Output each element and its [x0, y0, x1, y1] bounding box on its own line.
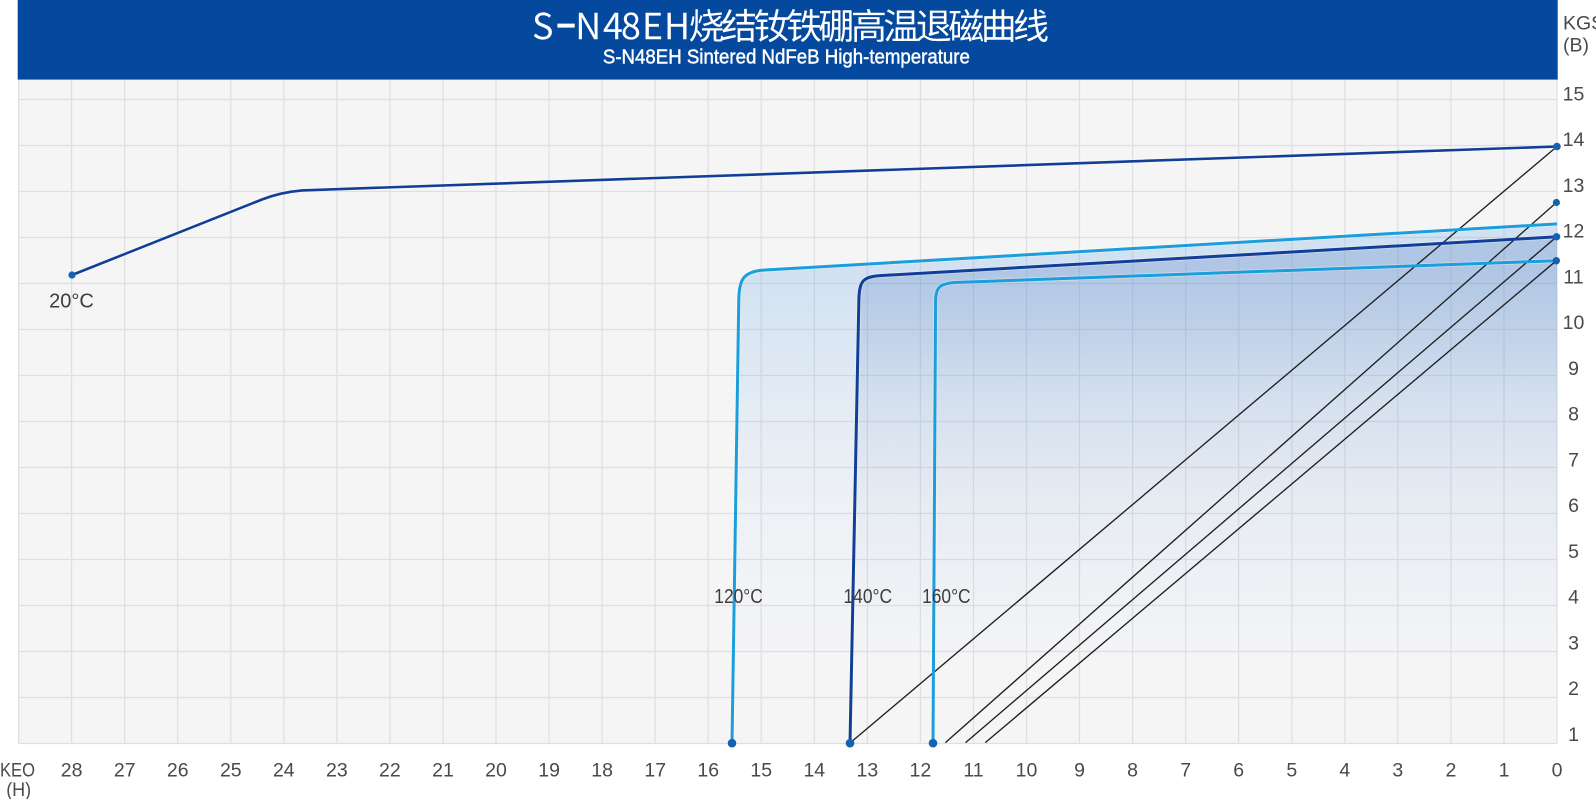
svg-text:(B): (B) [1563, 35, 1589, 57]
svg-text:22: 22 [379, 759, 401, 781]
svg-text:(H): (H) [6, 779, 31, 799]
svg-text:0: 0 [1552, 759, 1563, 781]
svg-text:10: 10 [1016, 759, 1038, 781]
svg-text:120°C: 120°C [714, 586, 763, 608]
svg-text:20°C: 20°C [49, 291, 94, 313]
svg-text:14: 14 [1563, 129, 1585, 151]
svg-text:11: 11 [1563, 266, 1583, 288]
svg-text:25: 25 [220, 759, 242, 781]
svg-text:11: 11 [963, 759, 983, 781]
svg-text:26: 26 [167, 759, 189, 781]
svg-text:18: 18 [591, 759, 613, 781]
svg-text:21: 21 [432, 759, 454, 781]
svg-text:1: 1 [1568, 724, 1579, 746]
svg-text:5: 5 [1286, 759, 1297, 781]
svg-text:28: 28 [61, 759, 83, 781]
svg-text:12: 12 [1563, 221, 1585, 243]
svg-text:19: 19 [538, 759, 560, 781]
svg-text:27: 27 [114, 759, 136, 781]
svg-text:23: 23 [326, 759, 348, 781]
svg-text:160°C: 160°C [922, 586, 971, 608]
svg-text:2: 2 [1445, 759, 1456, 781]
svg-text:4: 4 [1568, 587, 1579, 609]
svg-text:14: 14 [803, 759, 825, 781]
svg-text:2: 2 [1568, 678, 1579, 700]
svg-text:15: 15 [1563, 83, 1585, 105]
svg-text:1: 1 [1499, 759, 1510, 781]
svg-text:15: 15 [750, 759, 772, 781]
svg-text:7: 7 [1180, 759, 1191, 781]
svg-text:8: 8 [1127, 759, 1138, 781]
svg-text:6: 6 [1233, 759, 1244, 781]
svg-text:8: 8 [1568, 404, 1579, 426]
svg-text:4: 4 [1339, 759, 1350, 781]
svg-text:16: 16 [697, 759, 719, 781]
svg-text:17: 17 [644, 759, 666, 781]
svg-text:7: 7 [1568, 449, 1579, 471]
svg-text:20: 20 [485, 759, 507, 781]
svg-text:13: 13 [1563, 175, 1585, 197]
svg-text:9: 9 [1074, 759, 1085, 781]
svg-text:3: 3 [1392, 759, 1403, 781]
svg-text:3: 3 [1568, 632, 1579, 654]
svg-text:6: 6 [1568, 495, 1579, 517]
svg-text:S-N48EH Sintered NdFeB High-te: S-N48EH Sintered NdFeB High-temperature [603, 45, 970, 68]
svg-text:140°C: 140°C [844, 586, 893, 608]
svg-text:10: 10 [1563, 312, 1585, 334]
svg-text:KGS: KGS [1563, 12, 1596, 34]
svg-text:13: 13 [857, 759, 879, 781]
svg-text:24: 24 [273, 759, 295, 781]
svg-text:9: 9 [1568, 358, 1579, 380]
svg-text:KEO: KEO [0, 759, 35, 781]
svg-text:12: 12 [910, 759, 932, 781]
svg-text:5: 5 [1568, 541, 1579, 563]
